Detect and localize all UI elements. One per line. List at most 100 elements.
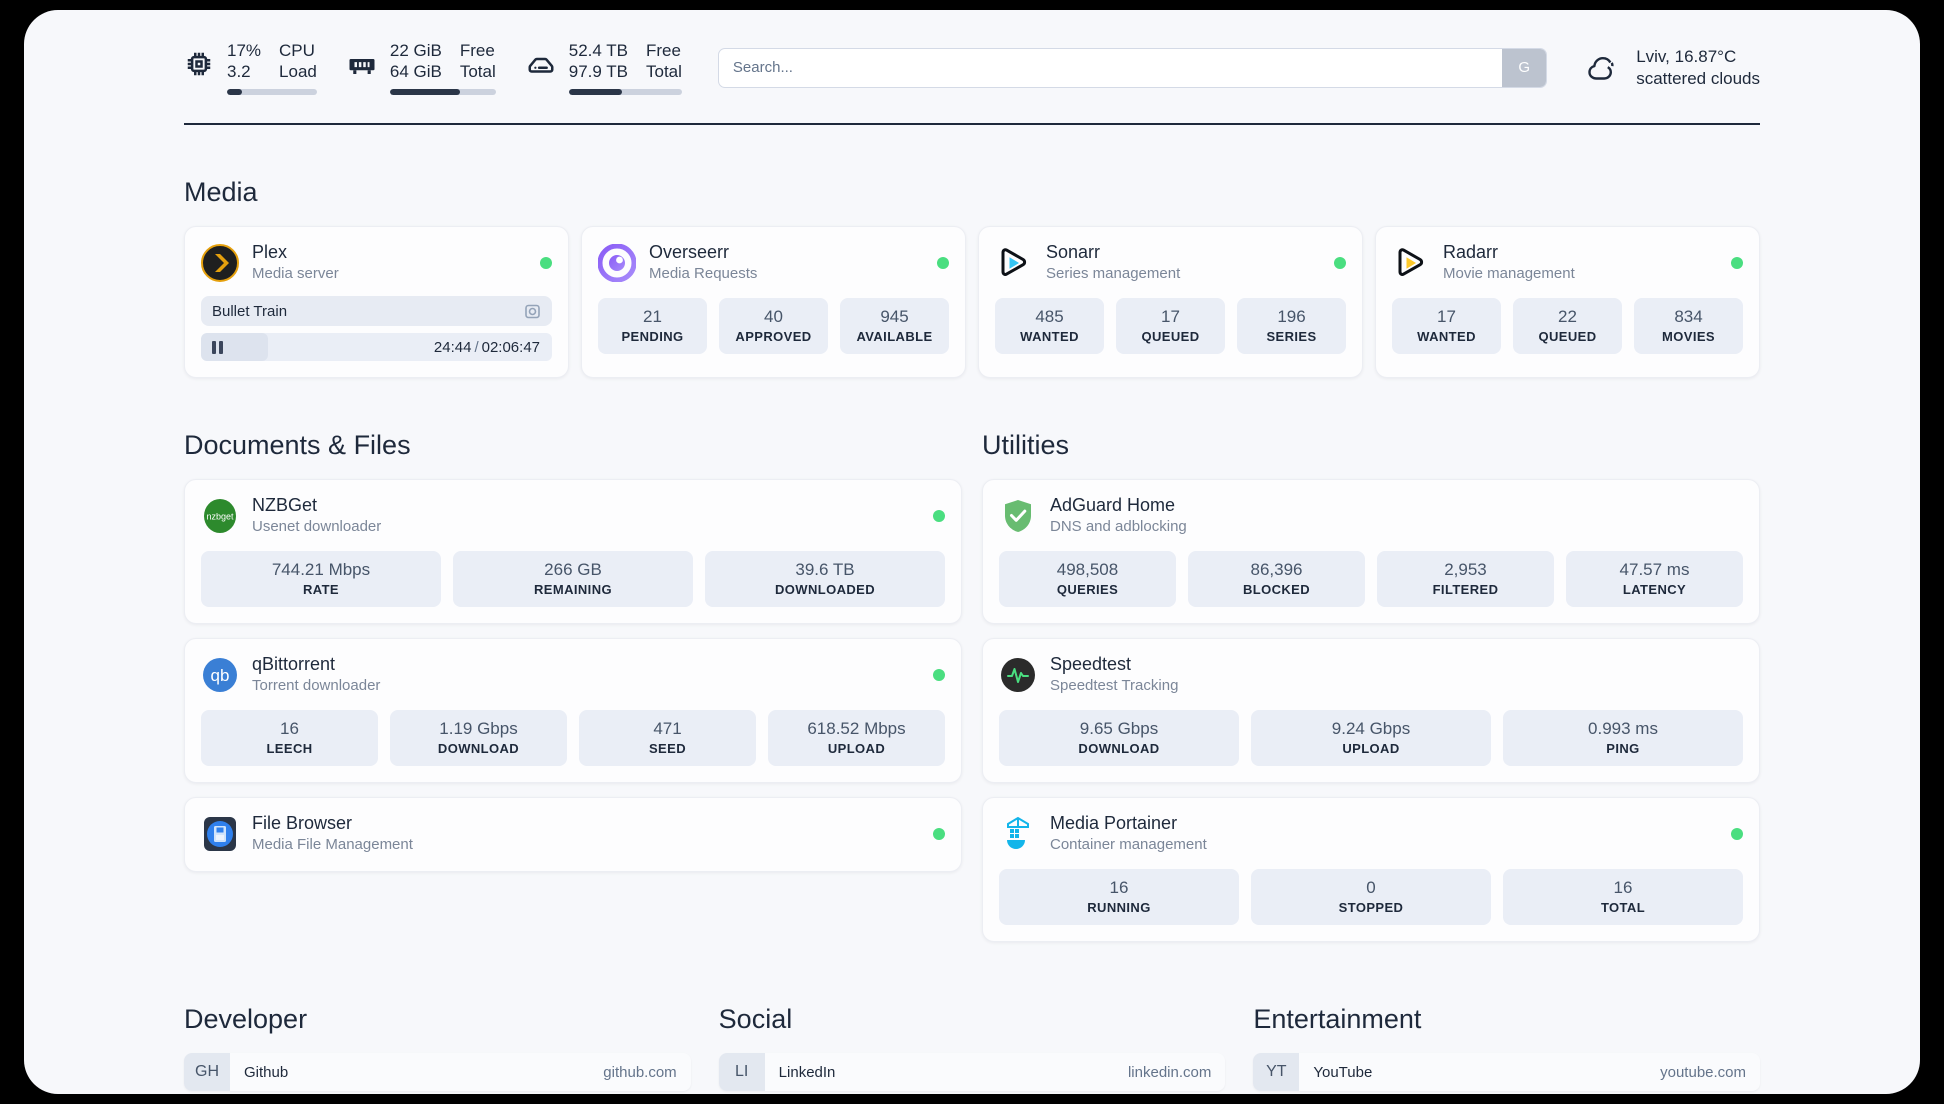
bookmark-badge: GH [184, 1053, 230, 1091]
card-header: Sonarr Series management [995, 241, 1346, 284]
bookmark-group-title: Social [718, 1004, 793, 1034]
card-title: Plex [252, 242, 288, 262]
stat-value: 86,396 [1250, 560, 1303, 579]
header-divider [184, 123, 1760, 125]
stat-tile: 498,508 QUERIES [999, 551, 1176, 607]
stat-label: AVAILABLE [856, 329, 933, 344]
cpu-stat-group: 17% 3.2 CPU Load [184, 40, 317, 95]
adguard-logo [999, 497, 1037, 535]
cast-icon[interactable] [524, 303, 541, 320]
service-card-speedtest[interactable]: Speedtest Speedtest Tracking 9.65 Gbps D… [982, 638, 1760, 783]
memory-usage-bar-fill [389, 89, 460, 95]
svg-text:nzbget: nzbget [206, 511, 234, 521]
media-card-row: Plex Media server Bullet Train [184, 226, 1760, 378]
service-card-file-browser[interactable]: File Browser Media File Management [184, 797, 962, 872]
stat-value: 17 [1161, 307, 1180, 326]
dashboard-page: 17% 3.2 CPU Load [24, 10, 1920, 1094]
stat-tile: 16 RUNNING [999, 869, 1239, 925]
service-card-media-portainer[interactable]: Media Portainer Container management 16 … [982, 797, 1760, 942]
plex-progress-bar[interactable]: 24:44/02:06:47 [201, 333, 552, 361]
memory-free-value: 22 GiB [389, 41, 442, 60]
stat-tile: 945 AVAILABLE [840, 298, 949, 354]
radarr-logo [1392, 244, 1430, 282]
bookmark-item[interactable]: LI LinkedIn linkedin.com [718, 1053, 1226, 1091]
stat-value: 40 [764, 307, 783, 326]
stat-label: PENDING [621, 329, 684, 344]
status-badge [540, 256, 552, 269]
section-title-utilities: Utilities [982, 430, 1070, 460]
plex-logo [201, 243, 239, 282]
card-subtitle: Series management [1046, 265, 1181, 282]
disk-icon [526, 49, 556, 79]
stat-label: DOWNLOADED [774, 582, 876, 597]
cpu-usage-bar-fill [227, 89, 243, 95]
bookmark-badge: YT [1253, 1053, 1300, 1091]
search-box[interactable]: G [717, 47, 1548, 88]
card-subtitle: Usenet downloader [252, 518, 382, 535]
stat-value: 196 [1277, 307, 1306, 326]
stat-label: STOPPED [1338, 900, 1404, 915]
plex-time-separator: / [474, 338, 479, 356]
status-badge [1334, 256, 1346, 269]
stat-value: 618.52 Mbps [807, 719, 906, 738]
bookmark-url: youtube.com [1660, 1063, 1747, 1081]
card-header: qb qBittorrent Torrent downloader [201, 653, 945, 696]
status-badge [933, 668, 945, 681]
stat-label: QUEUED [1141, 329, 1200, 344]
stat-value: 498,508 [1056, 560, 1119, 579]
status-badge [1731, 827, 1743, 840]
status-badge [933, 827, 945, 840]
stat-tile: 47.57 ms LATENCY [1566, 551, 1743, 607]
service-card-overseerr[interactable]: Overseerr Media Requests 21 PENDING 40 A… [581, 226, 966, 378]
stat-row: 9.65 Gbps DOWNLOAD 9.24 Gbps UPLOAD 0.99… [999, 710, 1743, 766]
bookmark-group-title: Entertainment [1253, 1004, 1422, 1034]
bookmark-group-social: Social LI LinkedIn linkedin.com TW Twitt… [718, 952, 1226, 1094]
section-title-documents: Documents & Files [184, 430, 411, 460]
stat-tile: 266 GB REMAINING [453, 551, 693, 607]
stat-tile: 618.52 Mbps UPLOAD [768, 710, 945, 766]
search-area: G [717, 47, 1548, 88]
search-input[interactable] [718, 48, 1503, 87]
stat-label: WANTED [1417, 329, 1476, 344]
card-header: Overseerr Media Requests [598, 241, 949, 284]
cpu-usage-value: 17% [227, 41, 262, 60]
stat-label: RUNNING [1087, 900, 1151, 915]
service-card-sonarr[interactable]: Sonarr Series management 485 WANTED 17 Q… [978, 226, 1363, 378]
stat-value: 471 [653, 719, 682, 738]
service-card-radarr[interactable]: Radarr Movie management 17 WANTED 22 QUE… [1375, 226, 1760, 378]
search-submit-button[interactable]: G [1502, 48, 1547, 87]
lower-sections: Documents & Files nzbget NZBGet Usenet d… [184, 378, 1760, 942]
stat-tile: 744.21 Mbps RATE [201, 551, 441, 607]
card-title: AdGuard Home [1050, 495, 1176, 515]
service-card-plex[interactable]: Plex Media server Bullet Train [184, 226, 569, 378]
card-subtitle: Media Requests [649, 265, 758, 282]
stat-label: MOVIES [1662, 329, 1715, 344]
stat-label: LEECH [266, 741, 313, 756]
stat-label: DOWNLOAD [1078, 741, 1160, 756]
bookmark-item[interactable]: YT YouTube youtube.com [1253, 1053, 1761, 1091]
service-card-adguard-home[interactable]: AdGuard Home DNS and adblocking 498,508 … [982, 479, 1760, 624]
stat-label: REMAINING [534, 582, 612, 597]
bookmarks-area: Developer GH Github github.com SO StackO… [184, 952, 1761, 1094]
pause-icon[interactable] [212, 340, 223, 354]
service-card-nzbget[interactable]: nzbget NZBGet Usenet downloader 744.21 M… [184, 479, 962, 624]
service-card-qbittorrent[interactable]: qb qBittorrent Torrent downloader 16 LEE… [184, 638, 962, 783]
qbittorrent-logo: qb [201, 656, 239, 694]
system-stats: 17% 3.2 CPU Load [184, 40, 682, 95]
stat-label: BLOCKED [1242, 582, 1311, 597]
bookmark-item[interactable]: GH Github github.com [184, 1053, 691, 1091]
card-header: Media Portainer Container management [999, 812, 1743, 855]
cloud-icon [1583, 51, 1623, 85]
card-subtitle: Speedtest Tracking [1050, 677, 1179, 694]
plex-duration: 02:06:47 [481, 338, 540, 356]
stat-tile: 196 SERIES [1237, 298, 1346, 354]
card-title: Overseerr [649, 242, 730, 262]
weather-location: Lviv, 16.87°C [1636, 46, 1737, 66]
cpu-icon [184, 49, 214, 79]
card-subtitle: DNS and adblocking [1050, 518, 1187, 535]
overseerr-logo [598, 243, 636, 282]
stat-tile: 39.6 TB DOWNLOADED [705, 551, 945, 607]
plex-now-playing: Bullet Train [201, 296, 552, 326]
card-title: NZBGet [252, 495, 318, 515]
utilities-column: Utilities AdGuard Home DNS and adblockin… [982, 378, 1760, 942]
